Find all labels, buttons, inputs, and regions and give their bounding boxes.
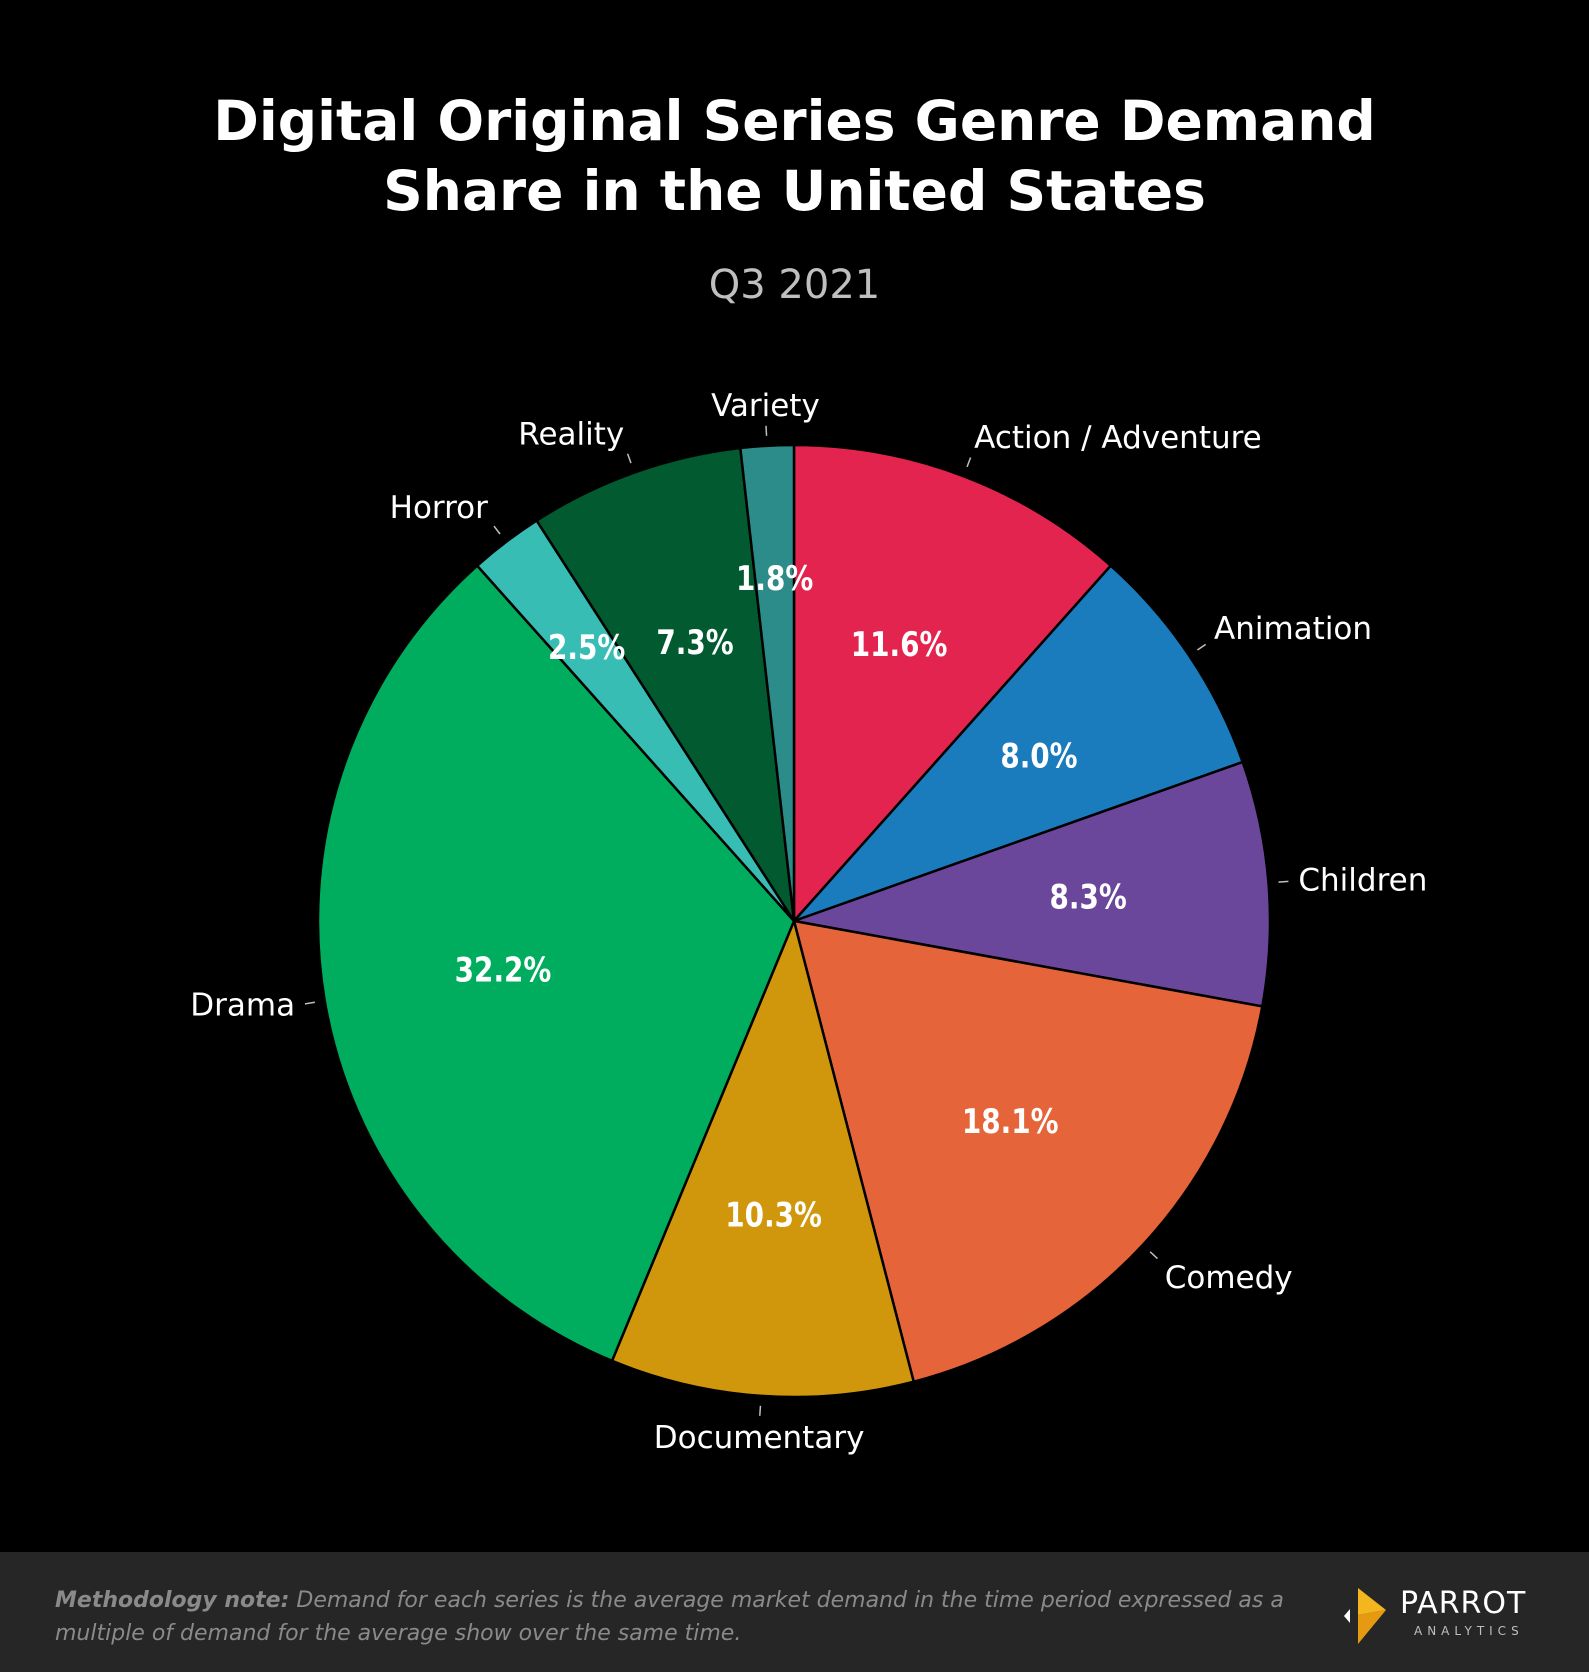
pie-slice-children [789, 760, 1272, 1008]
slice-value-reality: 7.3% [656, 623, 733, 662]
footer-bar: Methodology note: Demand for each series… [0, 1552, 1589, 1672]
pie-slice-documentary [610, 917, 916, 1399]
pie-slice-action-adventure [792, 443, 1113, 925]
slice-label-horror: Horror [390, 490, 489, 526]
slice-label-reality: Reality [518, 416, 624, 452]
leader-line-action-adventure [966, 457, 972, 468]
slice-label-variety: Variety [711, 388, 820, 424]
slice-label-documentary: Documentary [654, 1420, 865, 1456]
slice-label-action-adventure: Action / Adventure [974, 420, 1262, 456]
leader-line-variety [765, 425, 768, 436]
logo-name: PARROT [1400, 1586, 1527, 1621]
chart-title: Digital Original Series Genre Demand Sha… [0, 86, 1589, 226]
slice-value-animation: 8.0% [1000, 737, 1077, 776]
chart-subtitle: Q3 2021 [708, 262, 881, 308]
slice-value-action-adventure: 11.6% [851, 626, 948, 665]
leader-line-children [1278, 880, 1289, 883]
logo-subtitle: ANALYTICS [1414, 1624, 1524, 1638]
slice-label-animation: Animation [1214, 611, 1372, 647]
slice-value-comedy: 18.1% [962, 1102, 1059, 1141]
methodology-note-label: Methodology note: [55, 1588, 290, 1613]
pie-chart: 11.6% 8.0% 8.3% 18.1% 10.3% 32.2% 2.5% 7.3%1.8%… [190, 388, 1427, 1456]
pie-slice-variety [738, 443, 796, 922]
parrot-logo-icon [1344, 1588, 1386, 1644]
slice-value-documentary: 10.3% [725, 1196, 822, 1235]
chart-title-line-1: Digital Original Series Genre Demand [213, 89, 1376, 153]
slice-value-children: 8.3% [1050, 878, 1127, 917]
pie-slice-drama [316, 563, 796, 1363]
leader-line-drama [304, 1001, 315, 1005]
leader-line-horror [493, 525, 501, 535]
parrot-analytics-logo: PARROT ANALYTICS [1330, 1580, 1560, 1650]
leader-line-reality [626, 453, 632, 464]
pie-slice-animation [793, 563, 1245, 923]
leader-line-comedy [1149, 1251, 1158, 1260]
slice-value-drama: 32.2% [455, 951, 552, 990]
slice-value-horror: 2.5% [548, 628, 625, 667]
chart-title-line-2: Share in the United States [383, 159, 1206, 223]
pie-slice-comedy [792, 919, 1264, 1384]
pie-slice-reality [534, 446, 796, 922]
slice-value-variety: 1.8% [736, 559, 813, 598]
methodology-note: Methodology note: Demand for each series… [55, 1584, 1305, 1650]
leader-line-animation [1196, 643, 1207, 651]
slice-label-children: Children [1298, 863, 1427, 899]
slice-label-drama: Drama [190, 988, 295, 1024]
leader-line-documentary [759, 1405, 762, 1416]
methodology-note-text: Demand for each series is the average ma… [55, 1588, 1284, 1646]
slice-label-comedy: Comedy [1165, 1260, 1293, 1296]
